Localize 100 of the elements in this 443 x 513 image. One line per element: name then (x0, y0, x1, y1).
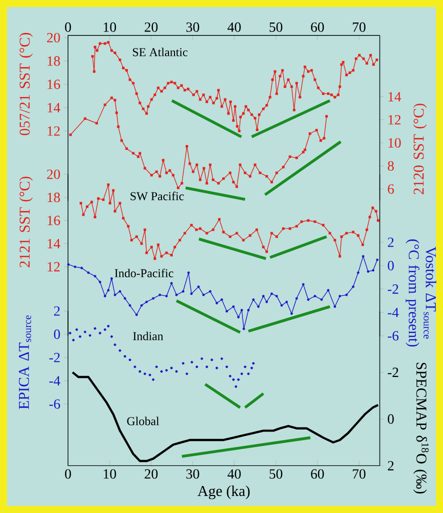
point (234, 385, 238, 388)
point (265, 300, 268, 304)
point (128, 304, 132, 307)
x2-tick-label: 70 (352, 22, 366, 32)
x-tick-label: 30 (186, 469, 200, 479)
point (262, 294, 265, 298)
point (206, 366, 208, 368)
point (237, 316, 240, 318)
x-tick-label: 60 (311, 469, 324, 479)
y-tick-label: 18 (48, 192, 60, 202)
point (118, 290, 122, 293)
point (285, 300, 288, 304)
point (258, 172, 262, 174)
point (114, 294, 116, 296)
point (117, 125, 120, 128)
y-tick-label: 20 (47, 170, 60, 180)
x2-tick-label: 10 (104, 22, 116, 32)
point (238, 164, 242, 166)
point (84, 330, 86, 334)
y2-tick-label: -2 (388, 368, 398, 377)
point (155, 170, 158, 173)
point (175, 370, 178, 373)
y2-tick-label: 12 (388, 115, 401, 124)
point (107, 324, 110, 328)
point (114, 98, 116, 102)
point (114, 343, 116, 346)
y-tick-label: 16 (48, 80, 60, 90)
point (315, 128, 318, 132)
point (175, 294, 178, 296)
y2-tick-label: 0 (388, 414, 394, 424)
point (190, 360, 194, 364)
point (210, 358, 214, 362)
point (155, 366, 158, 368)
y-tick-label: 12 (48, 262, 60, 272)
point (162, 158, 164, 162)
series-label: SW Pacific (130, 192, 184, 200)
y2-axis-title: 2120 SST (°C) (413, 104, 427, 194)
point (132, 152, 135, 154)
point (338, 294, 342, 298)
point (182, 290, 184, 293)
point (232, 378, 235, 381)
point (212, 178, 214, 182)
x-tick-label: 10 (104, 469, 116, 479)
point (124, 297, 126, 300)
y-tick-label: 0 (54, 330, 60, 339)
point (186, 145, 188, 148)
y2-tick-label: -4 (388, 308, 399, 318)
point (325, 115, 328, 118)
y2-tick-label: 14 (388, 92, 402, 102)
point (366, 270, 370, 273)
point (110, 277, 113, 280)
y-tick-label: 18 (48, 56, 60, 66)
x-tick-label: 20 (144, 469, 158, 479)
point (145, 300, 148, 304)
point (72, 338, 75, 342)
point (172, 174, 174, 176)
point (95, 122, 98, 124)
point (104, 104, 106, 106)
y2-axis-title: SPECMAP δ$^{18}$O (‰) (413, 362, 429, 494)
point (208, 164, 212, 166)
point (187, 271, 190, 274)
point (152, 297, 154, 300)
point (254, 164, 256, 166)
point (198, 178, 202, 182)
x2-tick-label: 0 (65, 22, 71, 32)
point (188, 162, 192, 165)
point (319, 139, 322, 142)
point (152, 378, 154, 381)
point (192, 170, 194, 173)
point (242, 328, 246, 330)
point (314, 294, 316, 298)
x-tick-label: 40 (228, 469, 241, 479)
point (356, 271, 360, 274)
y-axis-title: EPICA ΔT$_{source}$ (18, 315, 32, 410)
point (170, 282, 173, 284)
point (98, 332, 102, 334)
y-tick-label: 2 (54, 306, 60, 316)
point (196, 366, 198, 368)
point (118, 349, 122, 352)
y-tick-label: 12 (48, 126, 60, 136)
point (68, 332, 72, 334)
y-tick-label: -6 (49, 399, 60, 409)
point (275, 172, 278, 174)
y2-tick-label: -6 (388, 331, 399, 341)
point (244, 366, 246, 368)
point (220, 298, 224, 301)
x2-tick-label: 30 (186, 22, 200, 32)
point (248, 175, 252, 178)
point (94, 327, 96, 330)
point (84, 117, 86, 120)
point (322, 136, 326, 140)
point (240, 372, 244, 376)
y2-tick-label: 10 (388, 138, 401, 148)
point (182, 362, 184, 365)
point (148, 374, 152, 376)
y2-tick-label: -2 (388, 284, 398, 294)
point (168, 169, 172, 172)
x2-tick-label: 40 (228, 22, 241, 32)
y-tick-label: -4 (49, 376, 60, 386)
point (265, 175, 268, 178)
